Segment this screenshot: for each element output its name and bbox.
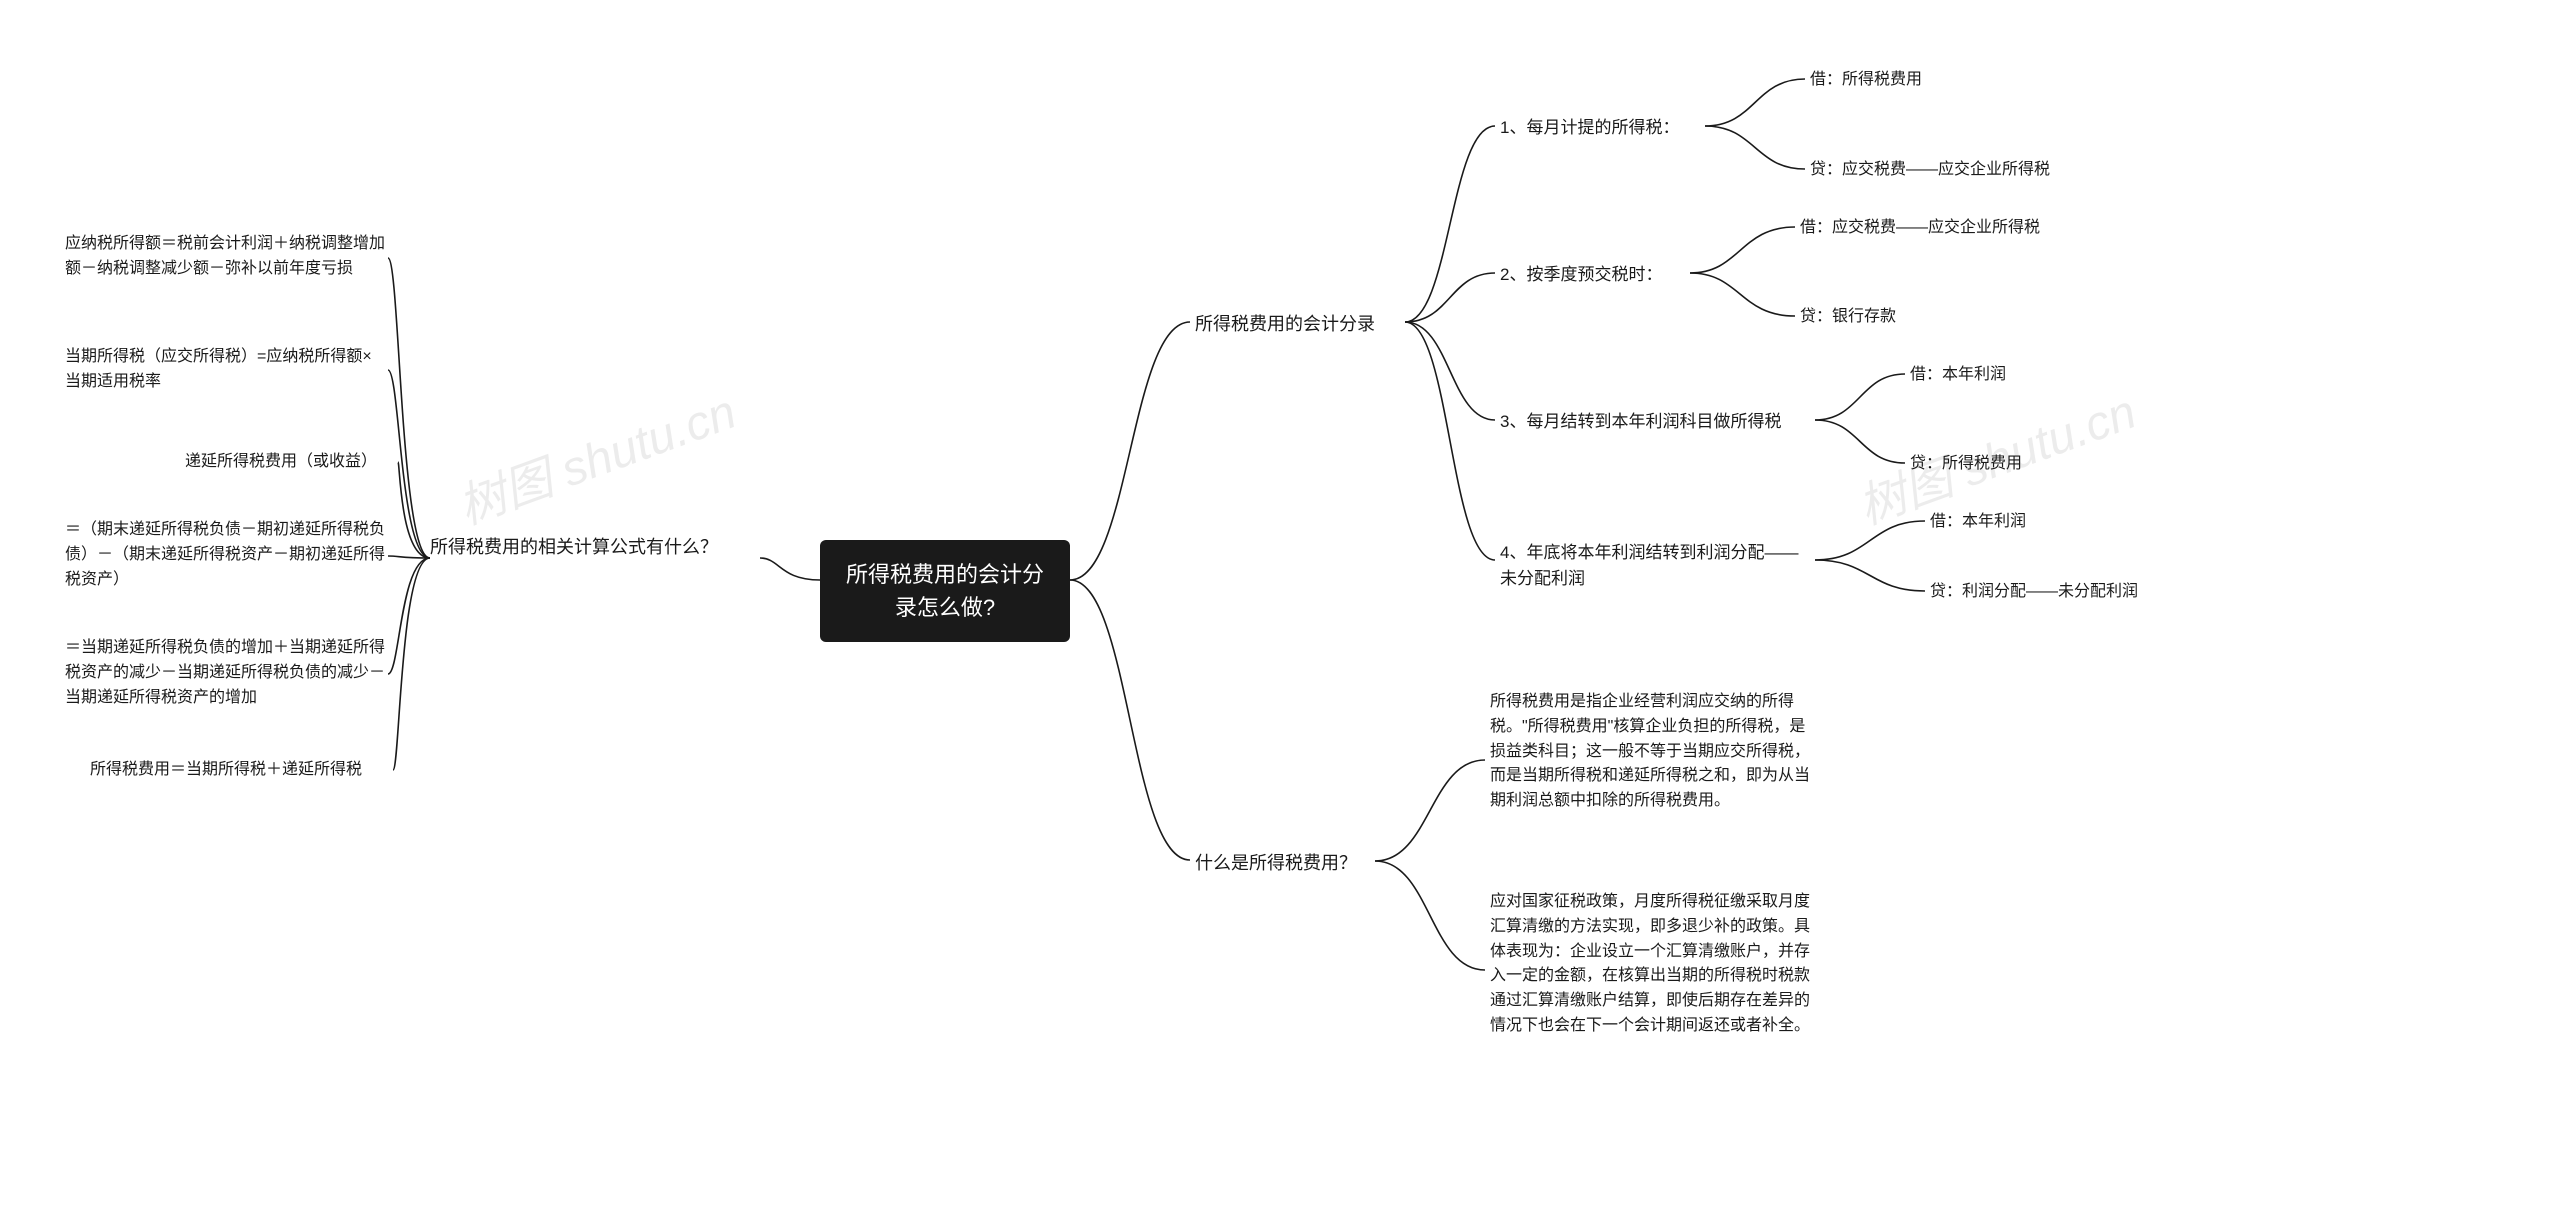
branch-calculation-formulas: 所得税费用的相关计算公式有什么？ [430,534,760,561]
branch-accounting-entries: 所得税费用的会计分录 [1195,311,1375,338]
sub-quarterly-prepay: 2、按季度预交税时： [1500,262,1662,288]
leaf-credit-bank-deposit: 贷：银行存款 [1800,305,1896,330]
formula-total-tax-expense: 所得税费用＝当期所得税＋递延所得税 [90,758,390,783]
leaf-debit-current-profit-2: 借：本年利润 [1930,510,2026,535]
center-topic: 所得税费用的会计分录怎么做? [820,540,1070,642]
formula-deferred-tax-heading: 递延所得税费用（或收益） [185,450,395,475]
leaf-credit-tax-payable: 贷：应交税费——应交企业所得税 [1810,158,2050,183]
leaf-debit-current-profit: 借：本年利润 [1910,363,2006,388]
formula-deferred-tax-2: ＝当期递延所得税负债的增加＋当期递延所得税资产的减少－当期递延所得税负债的减少－… [65,636,385,710]
watermark: 树图 shutu.cn [447,372,744,537]
leaf-debit-income-tax-expense: 借：所得税费用 [1810,68,1922,93]
branch-what-is-income-tax-expense: 什么是所得税费用？ [1195,850,1357,877]
sub-monthly-carryover: 3、每月结转到本年利润科目做所得税 [1500,409,1781,435]
sub-yearend-carryover: 4、年底将本年利润结转到利润分配——未分配利润 [1500,540,1810,591]
formula-current-tax: 当期所得税（应交所得税）=应纳税所得额×当期适用税率 [65,345,385,395]
leaf-debit-tax-payable: 借：应交税费——应交企业所得税 [1800,216,2040,241]
mindmap-connectors [0,0,2560,1217]
formula-deferred-tax-1: ＝（期末递延所得税负债－期初递延所得税负债）－（期末递延所得税资产－期初递延所得… [65,518,385,592]
para-policy: 应对国家征税政策，月度所得税征缴采取月度汇算清缴的方法实现，即多退少补的政策。具… [1490,890,1820,1039]
formula-taxable-income: 应纳税所得额＝税前会计利润＋纳税调整增加额－纳税调整减少额－弥补以前年度亏损 [65,232,385,282]
leaf-credit-income-tax-expense: 贷：所得税费用 [1910,452,2022,477]
para-definition: 所得税费用是指企业经营利润应交纳的所得税。"所得税费用"核算企业负担的所得税，是… [1490,690,1820,814]
leaf-credit-profit-distribution: 贷：利润分配——未分配利润 [1930,580,2138,605]
sub-monthly-accrual: 1、每月计提的所得税： [1500,115,1679,141]
